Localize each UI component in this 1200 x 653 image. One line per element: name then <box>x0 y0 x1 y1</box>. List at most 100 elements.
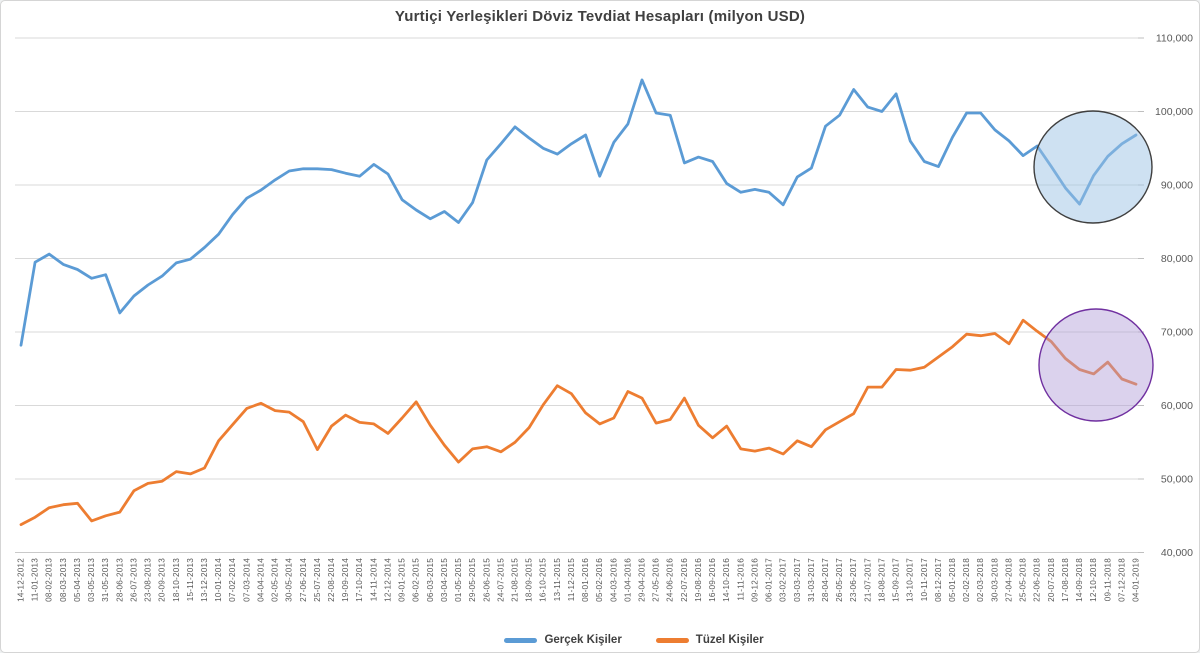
y-axis-label: 80,000 <box>1161 253 1193 265</box>
series-line-t-zel-ki-iler <box>19 318 1138 526</box>
x-axis-label: 22-08-2014 <box>327 558 336 602</box>
x-axis-label: 20-09-2013 <box>158 558 167 602</box>
x-axis-label: 07-03-2014 <box>242 558 251 602</box>
x-axis-label: 06-01-2017 <box>765 558 774 602</box>
x-axis-label: 18-08-2017 <box>877 558 886 602</box>
x-axis-label: 06-02-2015 <box>412 558 421 602</box>
x-axis-label: 04-01-2019 <box>1132 558 1141 602</box>
x-axis-label: 13-10-2017 <box>906 558 915 602</box>
y-axis-label: 50,000 <box>1161 474 1193 486</box>
x-axis-label: 02-05-2014 <box>271 558 280 602</box>
x-axis-label: 12-10-2018 <box>1089 558 1098 602</box>
x-axis-label: 24-07-2015 <box>496 558 505 602</box>
x-axis-label: 26-06-2015 <box>482 558 491 602</box>
x-axis-label: 14-10-2016 <box>722 558 731 602</box>
x-axis-label: 03-02-2017 <box>779 558 788 602</box>
y-axis-label: 40,000 <box>1161 547 1193 559</box>
x-axis-label: 09-12-2016 <box>750 558 759 602</box>
x-axis-label: 15-11-2013 <box>186 558 195 602</box>
x-axis-label: 01-04-2016 <box>623 558 632 602</box>
x-axis-label: 18-10-2013 <box>172 558 181 602</box>
chart-title: Yurtiçi Yerleşikleri Döviz Tevdiat Hesap… <box>394 8 806 25</box>
x-axis-label: 31-03-2017 <box>807 558 816 602</box>
legend-swatch-blue <box>504 637 538 643</box>
x-axis-label: 16-10-2015 <box>539 558 548 602</box>
x-axis-label: 31-05-2013 <box>101 558 110 602</box>
y-axis-label: 70,000 <box>1161 327 1193 339</box>
series-line-ger-ek-ki-iler <box>19 78 1138 347</box>
x-axis-label: 26-07-2013 <box>129 558 138 602</box>
x-axis-label: 17-08-2018 <box>1061 558 1070 602</box>
y-axis-label: 110,000 <box>1156 33 1193 45</box>
x-axis-label: 08-02-2013 <box>45 558 54 602</box>
legend-item-tuzel-kisiler[interactable]: Tüzel Kişiler <box>655 634 764 646</box>
x-axis-label: 27-06-2014 <box>299 558 308 602</box>
highlight-circle-purple <box>1038 308 1154 422</box>
x-axis-label: 05-02-2016 <box>595 558 604 602</box>
highlight-circle-blue <box>1033 110 1153 224</box>
x-axis-label: 08-03-2013 <box>59 558 68 602</box>
x-axis-label: 25-05-2018 <box>1019 558 1028 602</box>
x-axis-label: 14-12-2012 <box>17 558 26 602</box>
x-axis-label: 05-04-2013 <box>73 558 82 602</box>
x-axis-label: 08-01-2016 <box>581 558 590 602</box>
legend-swatch-orange <box>655 637 689 643</box>
x-axis-label: 01-05-2015 <box>454 558 463 602</box>
x-axis-label: 11-01-2013 <box>31 558 40 602</box>
x-axis-label: 11-12-2015 <box>567 558 576 602</box>
x-axis-label: 03-05-2013 <box>87 558 96 602</box>
x-axis-label: 28-04-2017 <box>821 558 830 602</box>
x-axis-label: 08-12-2017 <box>934 558 943 602</box>
x-axis-label: 21-07-2017 <box>863 558 872 602</box>
x-axis-label: 17-10-2014 <box>355 558 364 602</box>
x-axis-label: 06-03-2015 <box>426 558 435 602</box>
legend-label: Tüzel Kişiler <box>695 634 764 646</box>
x-axis-label: 07-12-2018 <box>1117 558 1126 602</box>
x-axis-label: 22-06-2018 <box>1033 558 1042 602</box>
x-axis-label: 10-11-2017 <box>920 558 929 602</box>
x-axis-label: 23-06-2017 <box>849 558 858 602</box>
x-axis-label: 12-12-2014 <box>383 558 392 602</box>
x-axis-label: 24-06-2016 <box>666 558 675 602</box>
x-axis-label: 14-09-2018 <box>1075 558 1084 602</box>
x-axis-label: 29-04-2016 <box>638 558 647 602</box>
x-axis-label: 03-04-2015 <box>440 558 449 602</box>
x-axis-label: 13-11-2015 <box>553 558 562 602</box>
x-axis-label: 13-12-2013 <box>200 558 209 602</box>
x-axis-label: 15-09-2017 <box>892 558 901 602</box>
x-axis-label: 18-09-2015 <box>525 558 534 602</box>
x-axis-label: 23-08-2013 <box>144 558 153 602</box>
x-axis-label: 22-07-2016 <box>680 558 689 602</box>
x-axis-label: 02-02-2018 <box>962 558 971 602</box>
x-axis-label: 29-05-2015 <box>468 558 477 602</box>
x-axis-label: 27-05-2016 <box>652 558 661 602</box>
x-axis-label: 10-01-2014 <box>214 558 223 602</box>
x-axis-label: 28-06-2013 <box>115 558 124 602</box>
x-axis-label: 09-11-2018 <box>1103 558 1112 602</box>
x-axis-label: 16-09-2016 <box>708 558 717 602</box>
x-axis-label: 19-08-2016 <box>694 558 703 602</box>
x-axis-label: 27-04-2018 <box>1004 558 1013 602</box>
x-axis-label: 30-03-2018 <box>990 558 999 602</box>
x-axis-label: 07-02-2014 <box>228 558 237 602</box>
x-axis-label: 25-07-2014 <box>313 558 322 602</box>
x-axis-label: 30-05-2014 <box>285 558 294 602</box>
x-axis-label: 26-05-2017 <box>835 558 844 602</box>
x-axis-label: 21-08-2015 <box>510 558 519 602</box>
y-axis-label: 90,000 <box>1161 180 1193 192</box>
x-axis-label: 19-09-2014 <box>341 558 350 602</box>
x-axis-label: 02-03-2018 <box>976 558 985 602</box>
legend-label: Gerçek Kişiler <box>544 634 622 646</box>
x-axis-label: 09-01-2015 <box>398 558 407 602</box>
x-axis-label: 04-04-2014 <box>256 558 265 602</box>
y-axis-label: 60,000 <box>1161 400 1193 412</box>
legend: Gerçek Kişiler Tüzel Kişiler <box>35 634 1199 646</box>
x-axis-label: 20-07-2018 <box>1047 558 1056 602</box>
x-axis-label: 03-03-2017 <box>793 558 802 602</box>
y-axis-label: 100,000 <box>1155 106 1193 118</box>
legend-item-gercek-kisiler[interactable]: Gerçek Kişiler <box>504 634 622 646</box>
x-axis-label: 11-11-2016 <box>736 558 745 601</box>
x-axis-label: 04-03-2016 <box>609 558 618 602</box>
